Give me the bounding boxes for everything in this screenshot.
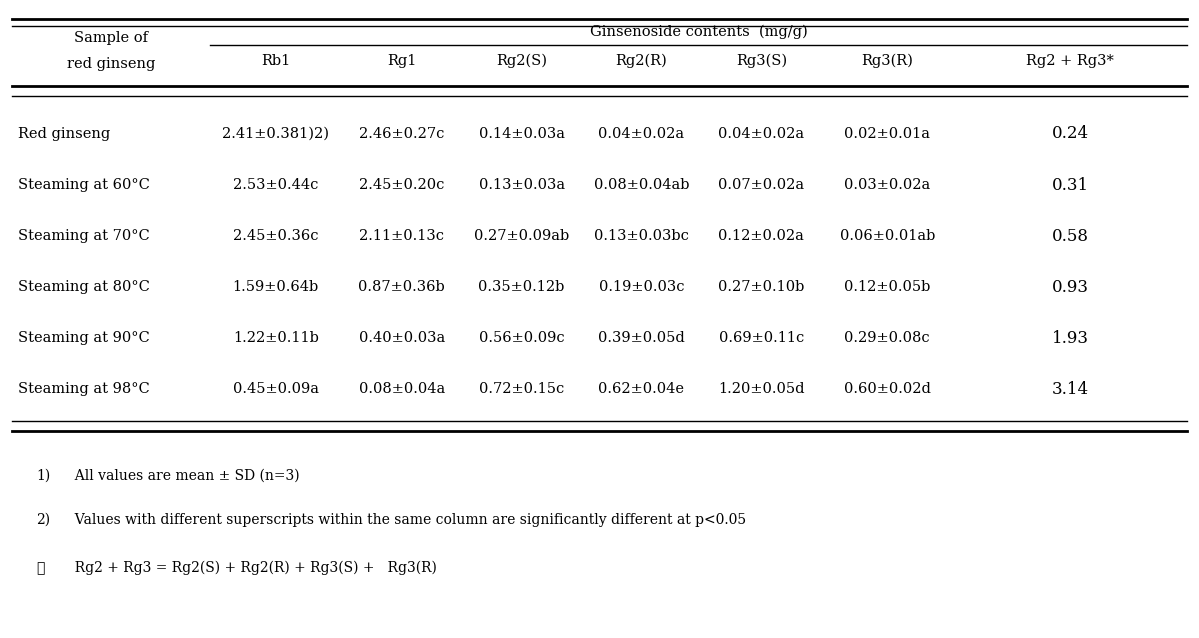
Text: 1.59±0.64b: 1.59±0.64b (233, 280, 319, 294)
Text: 0.56±0.09c: 0.56±0.09c (478, 331, 565, 345)
Text: 0.87±0.36b: 0.87±0.36b (359, 280, 445, 294)
Text: 2.45±0.36c: 2.45±0.36c (233, 229, 319, 243)
Text: Rg2(S): Rg2(S) (496, 54, 547, 68)
Text: 0.04±0.02a: 0.04±0.02a (598, 127, 685, 141)
Text: 0.02±0.01a: 0.02±0.01a (844, 127, 930, 141)
Text: 0.29±0.08c: 0.29±0.08c (844, 331, 930, 345)
Text: 1): 1) (36, 468, 50, 482)
Text: 0.62±0.04e: 0.62±0.04e (598, 382, 685, 396)
Text: 1.22±0.11b: 1.22±0.11b (233, 331, 319, 345)
Text: Red ginseng: Red ginseng (18, 127, 110, 141)
Text: 0.08±0.04ab: 0.08±0.04ab (594, 178, 689, 192)
Text: 0.13±0.03bc: 0.13±0.03bc (594, 229, 689, 243)
Text: 0.40±0.03a: 0.40±0.03a (359, 331, 445, 345)
Text: Steaming at 90°C: Steaming at 90°C (18, 331, 150, 345)
Text: 2.45±0.20c: 2.45±0.20c (359, 178, 445, 192)
Text: Rg2 + Rg3 = Rg2(S) + Rg2(R) + Rg3(S) +   Rg3(R): Rg2 + Rg3 = Rg2(S) + Rg2(R) + Rg3(S) + R… (66, 561, 436, 575)
Text: 0.07±0.02a: 0.07±0.02a (718, 178, 805, 192)
Text: red ginseng: red ginseng (67, 57, 155, 71)
Text: 0.72±0.15c: 0.72±0.15c (478, 382, 565, 396)
Text: 0.19±0.03c: 0.19±0.03c (598, 280, 685, 294)
Text: Sample of: Sample of (74, 31, 147, 45)
Text: ※: ※ (36, 561, 44, 575)
Text: 0.60±0.02d: 0.60±0.02d (844, 382, 930, 396)
Text: 0.12±0.02a: 0.12±0.02a (718, 229, 805, 243)
Text: 0.45±0.09a: 0.45±0.09a (233, 382, 319, 396)
Text: 3.14: 3.14 (1052, 381, 1089, 397)
Text: 0.13±0.03a: 0.13±0.03a (478, 178, 565, 192)
Text: 2.46±0.27c: 2.46±0.27c (359, 127, 445, 141)
Text: 0.58: 0.58 (1052, 228, 1089, 244)
Text: Rg3(S): Rg3(S) (736, 54, 787, 68)
Text: Rg2 + Rg3*: Rg2 + Rg3* (1026, 54, 1114, 68)
Text: 1.20±0.05d: 1.20±0.05d (718, 382, 805, 396)
Text: 0.12±0.05b: 0.12±0.05b (844, 280, 930, 294)
Text: Values with different superscripts within the same column are significantly diff: Values with different superscripts withi… (66, 513, 746, 527)
Text: 0.04±0.02a: 0.04±0.02a (718, 127, 805, 141)
Text: Steaming at 60°C: Steaming at 60°C (18, 178, 150, 192)
Text: 2.41±0.381)2): 2.41±0.381)2) (222, 127, 330, 141)
Text: Rb1: Rb1 (261, 54, 290, 68)
Text: 0.08±0.04a: 0.08±0.04a (359, 382, 445, 396)
Text: 0.93: 0.93 (1052, 279, 1089, 295)
Text: 0.24: 0.24 (1052, 126, 1089, 142)
Text: 0.69±0.11c: 0.69±0.11c (718, 331, 805, 345)
Text: Rg1: Rg1 (387, 54, 416, 68)
Text: 1.93: 1.93 (1052, 330, 1089, 346)
Text: 0.14±0.03a: 0.14±0.03a (478, 127, 565, 141)
Text: 0.35±0.12b: 0.35±0.12b (478, 280, 565, 294)
Text: 0.39±0.05d: 0.39±0.05d (598, 331, 685, 345)
Text: 0.06±0.01ab: 0.06±0.01ab (839, 229, 935, 243)
Text: 0.31: 0.31 (1052, 177, 1089, 193)
Text: 2.53±0.44c: 2.53±0.44c (233, 178, 319, 192)
Text: Ginsenoside contents  (mg/g): Ginsenoside contents (mg/g) (590, 25, 807, 39)
Text: All values are mean ± SD (n=3): All values are mean ± SD (n=3) (66, 468, 300, 482)
Text: 2): 2) (36, 513, 50, 527)
Text: 0.27±0.09ab: 0.27±0.09ab (474, 229, 570, 243)
Text: Steaming at 70°C: Steaming at 70°C (18, 229, 150, 243)
Text: Steaming at 80°C: Steaming at 80°C (18, 280, 150, 294)
Text: 0.03±0.02a: 0.03±0.02a (844, 178, 930, 192)
Text: 0.27±0.10b: 0.27±0.10b (718, 280, 805, 294)
Text: Steaming at 98°C: Steaming at 98°C (18, 382, 150, 396)
Text: 2.11±0.13c: 2.11±0.13c (360, 229, 444, 243)
Text: Rg3(R): Rg3(R) (861, 54, 914, 68)
Text: Rg2(R): Rg2(R) (615, 54, 668, 68)
